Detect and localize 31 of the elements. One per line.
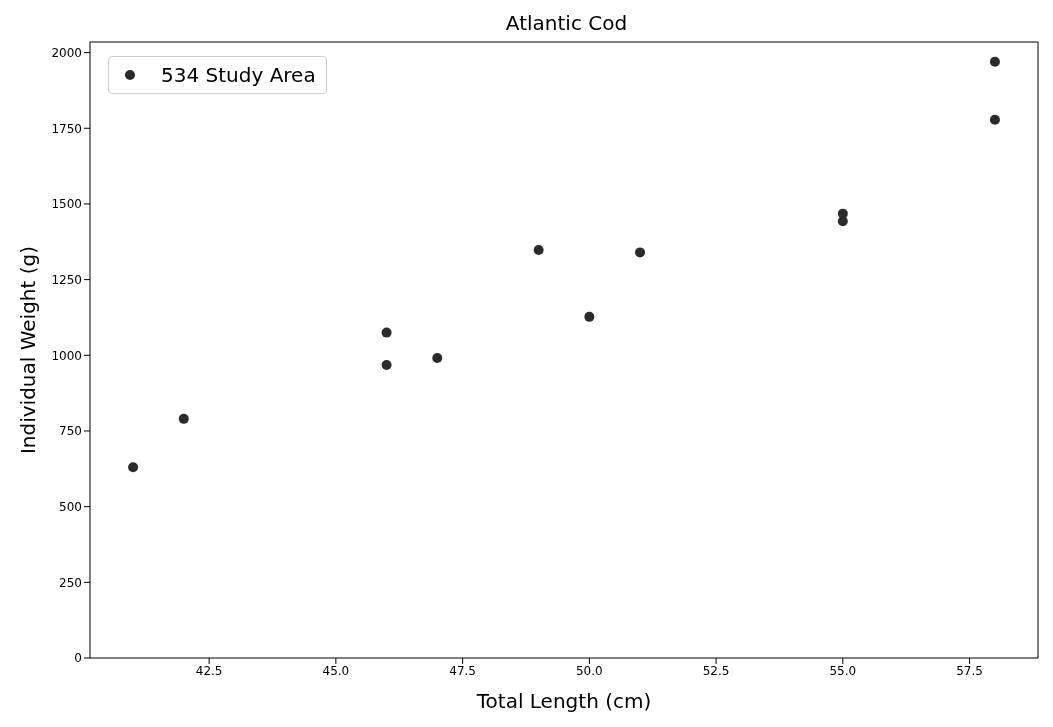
point	[837, 216, 848, 227]
y-tick-label: 250	[59, 575, 82, 590]
y-tick-label: 1750	[51, 121, 82, 136]
point	[635, 247, 646, 258]
x-tick-label: 50.0	[575, 663, 603, 678]
x-tick-label: 52.5	[702, 663, 730, 678]
y-tick-label: 0	[74, 651, 82, 666]
point	[432, 353, 443, 364]
y-tick-label: 1000	[51, 348, 82, 363]
y-tick-label: 750	[59, 424, 82, 439]
point	[178, 413, 189, 424]
x-tick-label: 47.5	[449, 663, 476, 678]
x-tick-label: 45.0	[322, 663, 350, 678]
point	[584, 311, 595, 322]
y-axis-title: Individual Weight (g)	[16, 245, 41, 455]
point	[989, 56, 1000, 67]
point	[381, 359, 392, 370]
point	[989, 114, 1000, 125]
x-tick-label: 55.0	[829, 663, 857, 678]
legend-label: 534 Study Area	[161, 63, 316, 87]
point	[128, 462, 139, 473]
x-tick-label: 57.5	[956, 663, 983, 678]
y-tick-label: 500	[59, 499, 82, 514]
point	[381, 327, 392, 338]
x-tick-label: 42.5	[195, 663, 223, 678]
y-tick-label: 2000	[51, 45, 82, 60]
chart-title: Atlantic Cod	[504, 10, 629, 37]
y-tick-label: 1500	[51, 197, 82, 212]
x-axis-title: Total Length (cm)	[475, 689, 652, 713]
y-tick-label: 1250	[51, 272, 82, 287]
point	[533, 244, 544, 255]
